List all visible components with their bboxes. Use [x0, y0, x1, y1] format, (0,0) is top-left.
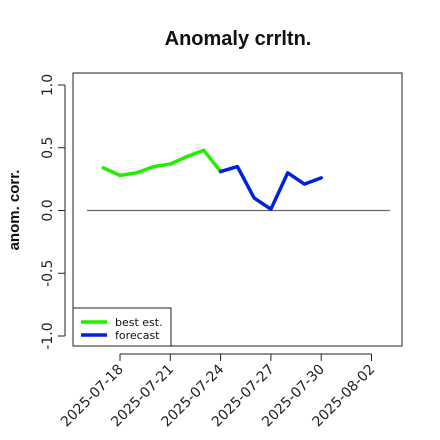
data-point [252, 196, 256, 200]
series-layer [101, 148, 323, 211]
data-point [235, 165, 239, 169]
y-tick-label: 0.5 [40, 137, 56, 159]
data-point [202, 148, 206, 152]
y-tick-label: -0.5 [40, 260, 56, 287]
legend-label-forecast: forecast [115, 329, 160, 342]
data-point [168, 162, 172, 166]
plot-frame [72, 72, 403, 347]
chart-title: Anomaly crrltn. [165, 28, 312, 50]
y-tick-label: 0.0 [40, 199, 56, 221]
data-point [152, 165, 156, 169]
data-point [219, 170, 223, 174]
data-point [302, 182, 306, 186]
data-point [185, 155, 189, 159]
data-point [135, 171, 139, 175]
data-point [269, 207, 273, 211]
data-point [118, 173, 122, 177]
data-point [286, 171, 290, 175]
y-axis: -1.0 -0.5 0.0 0.5 1.0 [40, 74, 66, 350]
x-axis: 2025-07-182025-07-212025-07-242025-07-27… [58, 353, 378, 430]
legend-box [72, 307, 172, 347]
legend-label-best-est: best est. [115, 316, 163, 329]
legend: best est. forecast [72, 307, 172, 347]
y-axis-label: anom. corr. [6, 170, 23, 251]
y-tick-label: -1.0 [40, 322, 56, 349]
data-point [319, 176, 323, 180]
data-point [101, 166, 105, 170]
series-line-forecast [218, 164, 323, 211]
series-line-best-est [101, 148, 223, 178]
y-tick-label: 1.0 [40, 74, 56, 96]
